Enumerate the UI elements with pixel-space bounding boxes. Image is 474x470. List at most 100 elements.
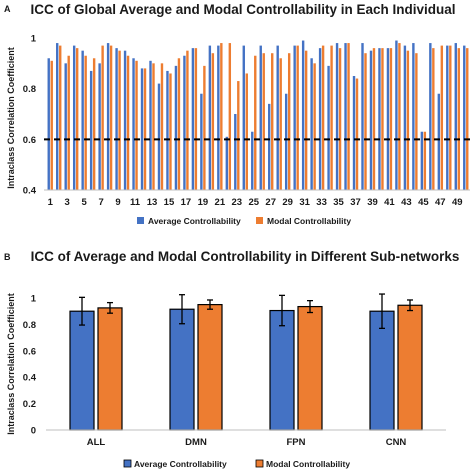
bar-average-controllability — [149, 60, 152, 190]
bar-average-controllability — [81, 50, 84, 190]
bar-average-controllability — [310, 58, 313, 191]
chart-b-legend: Average Controllability Modal Controllab… — [123, 459, 350, 469]
bar-average-controllability — [293, 45, 296, 190]
chart-a-bars — [47, 40, 469, 191]
bar-modal-controllability — [406, 50, 410, 190]
chart-a-y-axis-label: Intraclass Correlation Coefficient — [6, 47, 16, 189]
chart-b-y-tick-label: 1 — [31, 294, 37, 305]
bar-modal-controllability — [313, 63, 316, 191]
bar-modal-controllability — [398, 43, 401, 190]
chart-a-x-ticks: 1 3 5 7 9 11 13 15 17 19 21 23 25 27 29 31 33 35 37 39 41 43 4… — [48, 197, 463, 208]
bar-average-controllability — [234, 114, 237, 190]
bar-average-controllability — [208, 45, 212, 190]
bar-average-controllability — [56, 43, 59, 190]
chart-b-y-tick-label: 0.4 — [23, 373, 37, 384]
chart-b-bars — [69, 293, 423, 431]
bar-average-controllability — [183, 55, 186, 190]
chart-b-x-tick-label: CNN — [386, 437, 407, 448]
bar-average-controllability — [98, 63, 101, 191]
chart-a-x-tick-label: 45 — [418, 197, 429, 208]
bar-average-controllability — [69, 310, 95, 431]
bar-modal-controllability — [397, 304, 423, 431]
legend-label-average-b: Average Controllability — [134, 459, 227, 469]
bar-modal-controllability — [245, 73, 248, 190]
bar-average-controllability — [361, 43, 364, 190]
bar-average-controllability — [89, 70, 93, 190]
bar-average-controllability — [166, 70, 169, 190]
chart-b-y-tick-label: 0.6 — [23, 346, 36, 357]
bar-modal-controllability — [92, 58, 96, 191]
bar-modal-controllability — [50, 60, 53, 190]
bar-average-controllability — [64, 63, 67, 191]
bar-average-controllability — [72, 45, 76, 190]
bar-modal-controllability — [59, 45, 62, 190]
chart-a-x-tick-label: 35 — [333, 197, 344, 208]
bar-modal-controllability — [287, 53, 291, 191]
bar-average-controllability — [429, 43, 432, 190]
bar-modal-controllability — [135, 60, 138, 190]
bar-average-controllability — [412, 43, 415, 190]
chart-a-legend: Average Controllability Modal Controllab… — [137, 216, 351, 226]
chart-b-y-tick-label: 0.2 — [23, 399, 36, 410]
bar-modal-controllability — [237, 81, 240, 190]
bar-modal-controllability — [254, 55, 257, 190]
bar-modal-controllability — [101, 45, 104, 190]
bar-modal-controllability — [211, 53, 215, 191]
legend-label-average: Average Controllability — [148, 216, 241, 226]
chart-a-y-tick-label: 0.4 — [23, 186, 37, 197]
bar-modal-controllability — [75, 48, 79, 191]
bar-average-controllability — [174, 65, 178, 190]
chart-a-x-tick-label: 39 — [367, 197, 378, 208]
bar-modal-controllability — [440, 45, 444, 190]
legend-swatch-modal — [256, 217, 263, 224]
bar-average-controllability — [344, 43, 347, 190]
bar-modal-controllability — [197, 303, 223, 431]
chart-a-x-tick-label: 3 — [65, 197, 70, 208]
chart-a-x-tick-label: 47 — [435, 197, 446, 208]
bar-modal-controllability — [118, 50, 121, 190]
bar-modal-controllability — [347, 43, 350, 190]
chart-b-title: ICC of Average and Modal Controllability… — [31, 249, 460, 264]
chart-b-y-tick-label: 0.8 — [23, 320, 36, 331]
bar-average-controllability — [157, 83, 161, 190]
bar-average-controllability — [140, 68, 144, 190]
bar-modal-controllability — [372, 48, 376, 191]
bar-average-controllability — [123, 50, 127, 190]
bar-average-controllability — [242, 45, 245, 190]
bar-modal-controllability — [449, 45, 452, 190]
bar-modal-controllability — [296, 45, 299, 190]
bar-average-controllability — [369, 50, 373, 190]
bar-average-controllability — [318, 48, 322, 191]
chart-a-x-tick-label: 5 — [82, 197, 88, 208]
chart-a-x-tick-label: 37 — [350, 197, 361, 208]
bar-average-controllability — [259, 45, 262, 190]
chart-a-y-ticks: 0.4 0.6 0.8 1 — [23, 34, 37, 197]
chart-a-x-tick-label: 49 — [452, 197, 463, 208]
bar-average-controllability — [446, 45, 449, 190]
bar-modal-controllability — [84, 55, 87, 190]
bar-average-controllability — [403, 45, 407, 190]
chart-b-x-tick-label: DMN — [185, 437, 207, 448]
chart-a-x-tick-label: 29 — [282, 197, 293, 208]
chart-a-x-tick-label: 15 — [164, 197, 175, 208]
bar-modal-controllability — [466, 48, 469, 191]
chart-a-x-tick-label: 33 — [316, 197, 327, 208]
bar-average-controllability — [217, 45, 220, 190]
bar-modal-controllability — [152, 63, 155, 191]
chart-a-y-tick-label: 0.8 — [23, 84, 36, 95]
bar-average-controllability — [378, 48, 381, 191]
legend-swatch-modal-b — [255, 459, 264, 468]
chart-a-x-tick-label: 31 — [299, 197, 310, 208]
bar-modal-controllability — [457, 48, 460, 191]
bar-modal-controllability — [67, 55, 70, 190]
bar-average-controllability — [106, 43, 110, 190]
legend-label-modal: Modal Controllability — [267, 216, 351, 226]
bar-average-controllability — [284, 93, 288, 190]
bar-average-controllability — [352, 76, 356, 190]
bar-average-controllability — [301, 40, 305, 191]
chart-a-x-tick-label: 7 — [98, 197, 103, 208]
legend-swatch-average — [137, 217, 144, 224]
bar-modal-controllability — [271, 53, 274, 191]
bar-modal-controllability — [262, 53, 265, 191]
bar-modal-controllability — [186, 50, 189, 190]
